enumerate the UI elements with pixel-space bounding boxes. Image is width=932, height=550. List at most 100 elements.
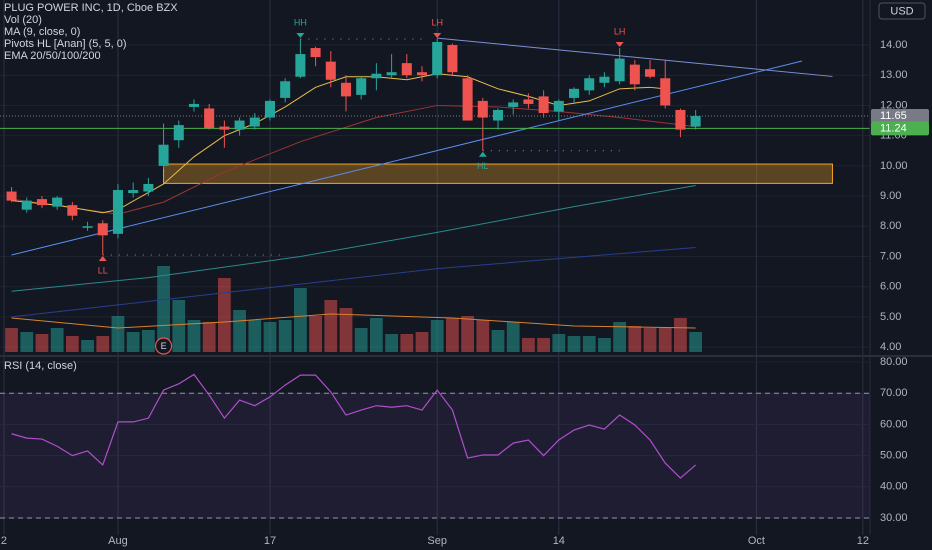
candle-body bbox=[629, 64, 640, 85]
volume-bar bbox=[643, 328, 657, 352]
candle-body bbox=[675, 109, 686, 130]
pivot-marker bbox=[478, 151, 487, 157]
y-tick-label: 14.00 bbox=[880, 39, 908, 51]
candle-body bbox=[690, 116, 701, 127]
x-tick-label: 14 bbox=[553, 535, 565, 547]
candle-body bbox=[569, 88, 580, 98]
volume-bar bbox=[461, 316, 474, 352]
overlay-line bbox=[437, 37, 833, 77]
volume-bar bbox=[491, 330, 505, 352]
x-tick-label: Oct bbox=[748, 535, 765, 547]
candle-body bbox=[645, 69, 656, 77]
volume-bar bbox=[20, 332, 34, 352]
pivot-marker bbox=[433, 32, 442, 38]
pivot-marker bbox=[98, 255, 107, 261]
volume-bar bbox=[354, 328, 368, 352]
candle-body bbox=[295, 54, 306, 77]
volume-bar bbox=[294, 288, 307, 352]
axes: 4.005.006.007.008.009.0010.0011.0012.001… bbox=[1, 39, 929, 547]
candle-body bbox=[401, 63, 412, 76]
volume-bar bbox=[35, 334, 49, 352]
volume-bar bbox=[476, 320, 490, 352]
candle-body bbox=[462, 78, 473, 121]
volume-bar bbox=[172, 300, 186, 352]
volume-bar bbox=[324, 300, 338, 352]
volume-bar bbox=[628, 326, 642, 352]
volume-bar bbox=[96, 336, 110, 352]
volume-bar bbox=[248, 320, 262, 352]
candle-body bbox=[188, 103, 199, 107]
overlay-line bbox=[11, 246, 696, 318]
volume-bar bbox=[263, 322, 277, 352]
y-tick-label: 9.00 bbox=[880, 190, 901, 202]
volume-bar bbox=[278, 320, 292, 352]
support-zone bbox=[163, 163, 833, 184]
candle-body bbox=[21, 200, 32, 210]
candle-body bbox=[234, 120, 245, 130]
rsi-pane bbox=[0, 373, 870, 519]
volume-bar bbox=[157, 266, 170, 352]
candle-body bbox=[492, 109, 504, 121]
volume-bar bbox=[233, 310, 246, 352]
candle-body bbox=[477, 100, 488, 118]
pivot-label: LL bbox=[98, 265, 108, 275]
x-tick-label: 2 bbox=[1, 535, 7, 547]
volume-bar bbox=[613, 322, 627, 352]
legend-item: Vol (20) bbox=[4, 14, 42, 26]
legend-item: EMA 20/50/100/200 bbox=[4, 50, 101, 62]
candle-body bbox=[356, 78, 367, 95]
candle-body bbox=[280, 81, 291, 98]
volume-bar bbox=[385, 334, 398, 352]
volume-ma bbox=[11, 313, 696, 329]
candle-body bbox=[386, 72, 397, 76]
volume-bar bbox=[370, 318, 383, 352]
volume-bar bbox=[339, 308, 353, 352]
price-label: 11.65 bbox=[880, 110, 907, 122]
earnings-marker bbox=[154, 337, 173, 355]
y-tick-label: 13.00 bbox=[880, 69, 908, 81]
candle-body bbox=[52, 197, 63, 207]
volume-bar bbox=[506, 322, 520, 352]
y-tick-label: 7.00 bbox=[880, 250, 901, 262]
candle-body bbox=[538, 96, 549, 113]
legend-item: Pivots HL [Anan] (5, 5, 0) bbox=[4, 38, 126, 50]
candle-body bbox=[660, 78, 671, 106]
volume-bar bbox=[126, 332, 140, 352]
candle-body bbox=[6, 191, 17, 201]
pivot-marker bbox=[296, 32, 305, 38]
candle-body bbox=[523, 99, 534, 104]
pivot-label: HL bbox=[477, 161, 489, 171]
y-tick-label: 6.00 bbox=[880, 281, 901, 293]
candle-body bbox=[158, 144, 169, 166]
y-tick-label: 80.00 bbox=[880, 356, 908, 368]
y-tick-label: 70.00 bbox=[880, 387, 908, 399]
volume-bar bbox=[65, 336, 79, 352]
volume-bar bbox=[598, 338, 611, 352]
candle-body bbox=[112, 190, 123, 234]
price-label-box bbox=[871, 121, 929, 136]
rsi-line bbox=[11, 373, 697, 479]
candle-body bbox=[371, 73, 382, 79]
volume-bar bbox=[81, 340, 94, 352]
candle-body bbox=[264, 100, 276, 118]
chart-title: PLUG POWER INC, 1D, Cboe BZX bbox=[4, 2, 178, 14]
volume-bar bbox=[522, 338, 535, 352]
candle-body bbox=[553, 100, 564, 112]
x-tick-label: Sep bbox=[427, 535, 447, 547]
volume-bar bbox=[658, 328, 672, 352]
volume-bar bbox=[674, 318, 687, 352]
volume-bar bbox=[187, 320, 201, 352]
pivot-label: LH bbox=[431, 17, 443, 27]
volume-bar bbox=[689, 332, 703, 352]
currency-box[interactable] bbox=[878, 2, 926, 20]
overlay-line bbox=[11, 185, 696, 292]
candle-body bbox=[325, 61, 336, 80]
candle-body bbox=[508, 102, 519, 107]
volume-bar bbox=[141, 330, 155, 352]
y-tick-label: 10.00 bbox=[880, 160, 908, 172]
y-tick-label: 12.00 bbox=[880, 99, 908, 111]
overlay-line bbox=[11, 104, 696, 215]
currency[interactable]: USD bbox=[890, 5, 913, 17]
rsi-band bbox=[0, 393, 870, 518]
